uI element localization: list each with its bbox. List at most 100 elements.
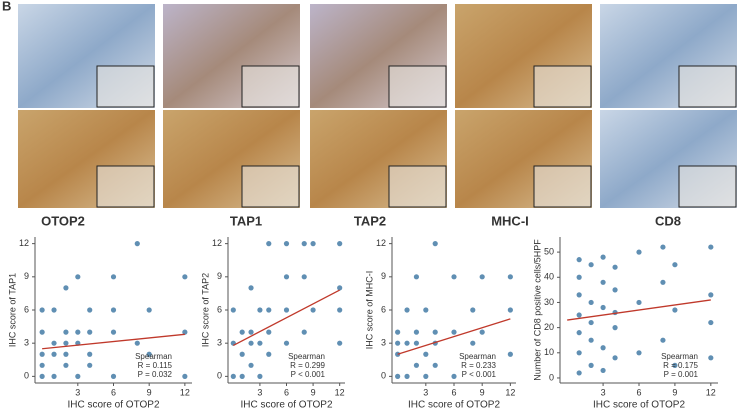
y-tick-label: 30 (544, 297, 554, 307)
x-tick-label: 3 (601, 387, 606, 397)
y-tick-label: 3 (217, 338, 222, 348)
point (87, 307, 93, 313)
point (636, 299, 642, 306)
column-title: OTOP2 (41, 213, 85, 228)
y-tick-label: 3 (381, 338, 386, 348)
point (576, 274, 582, 280)
point (182, 274, 188, 280)
x-tick-label: 9 (147, 387, 152, 397)
x-axis-label: IHC score of OTOP2 (67, 400, 160, 410)
annotation: P = 0.001 (664, 370, 699, 379)
x-tick-label: 3 (257, 387, 262, 397)
point (301, 274, 307, 280)
point (248, 285, 254, 291)
annotation: R = 0.299 (290, 361, 325, 370)
annotation: P < 0.001 (291, 370, 326, 379)
point (75, 274, 81, 280)
x-axis-label: IHC score of OTOP2 (593, 400, 686, 410)
inset (96, 165, 155, 208)
x-tick-label: 9 (672, 387, 677, 397)
panel-label: B (2, 0, 11, 13)
x-axis-label: IHC score of OTOP2 (240, 400, 333, 410)
point (423, 351, 429, 357)
y-tick-label: 10 (544, 347, 554, 357)
point (283, 340, 290, 346)
point (612, 287, 618, 293)
point (182, 373, 188, 379)
y-tick-label: 12 (212, 238, 222, 248)
point (110, 329, 117, 335)
point (310, 307, 316, 313)
point (413, 329, 420, 335)
point (432, 362, 438, 368)
point (337, 241, 343, 247)
annotation: P < 0.001 (462, 370, 497, 379)
point (63, 340, 69, 346)
point (182, 329, 188, 335)
point (470, 340, 476, 346)
point (283, 274, 290, 280)
point (337, 340, 343, 346)
point (239, 329, 245, 335)
point (708, 292, 714, 298)
point (660, 279, 666, 285)
point (588, 319, 594, 326)
x-tick-label: 12 (180, 387, 190, 397)
point (110, 274, 117, 280)
point (239, 373, 245, 379)
y-axis-label: IHC score of MHC-I (364, 271, 374, 350)
y-tick-label: 0 (549, 372, 554, 382)
point (310, 241, 316, 247)
point (576, 312, 582, 318)
y-tick-label: 3 (24, 338, 29, 348)
y-tick-label: 9 (381, 271, 386, 281)
point (146, 351, 152, 357)
column-title: TAP2 (354, 213, 386, 228)
point (134, 340, 140, 346)
y-tick-label: 0 (24, 371, 29, 381)
y-tick-label: 20 (544, 322, 554, 332)
point (87, 351, 93, 357)
point (600, 254, 606, 260)
point (588, 299, 594, 306)
point (301, 241, 307, 247)
point (423, 373, 429, 379)
point (588, 262, 594, 268)
annotation: R = 0.233 (461, 361, 496, 370)
annotation: Spearman (459, 352, 496, 361)
inset (678, 165, 737, 208)
point (404, 340, 410, 346)
annotation: P = 0.032 (138, 370, 173, 379)
inset (678, 65, 737, 108)
y-axis-label: IHC score of TAP2 (200, 273, 210, 347)
point (395, 340, 401, 346)
y-tick-label: 12 (376, 238, 386, 248)
x-tick-label: 12 (505, 387, 515, 397)
point (600, 304, 606, 311)
point (432, 329, 438, 335)
trend-line (397, 318, 511, 355)
point (230, 307, 236, 313)
point (63, 329, 69, 335)
x-tick-label: 12 (706, 387, 716, 397)
point (708, 244, 714, 250)
point (248, 340, 254, 346)
point (708, 319, 714, 326)
point (266, 241, 272, 247)
point (39, 362, 45, 368)
point (588, 362, 594, 368)
inset (533, 165, 592, 208)
column-title: CD8 (655, 213, 681, 228)
point (395, 329, 401, 335)
point (39, 351, 45, 357)
point (636, 350, 642, 356)
point (248, 329, 254, 335)
point (51, 351, 57, 357)
micrographs (18, 4, 737, 208)
point (600, 345, 606, 351)
point (479, 274, 485, 280)
point (451, 329, 457, 335)
point (672, 362, 678, 368)
y-tick-label: 40 (544, 272, 554, 282)
point (257, 307, 263, 313)
